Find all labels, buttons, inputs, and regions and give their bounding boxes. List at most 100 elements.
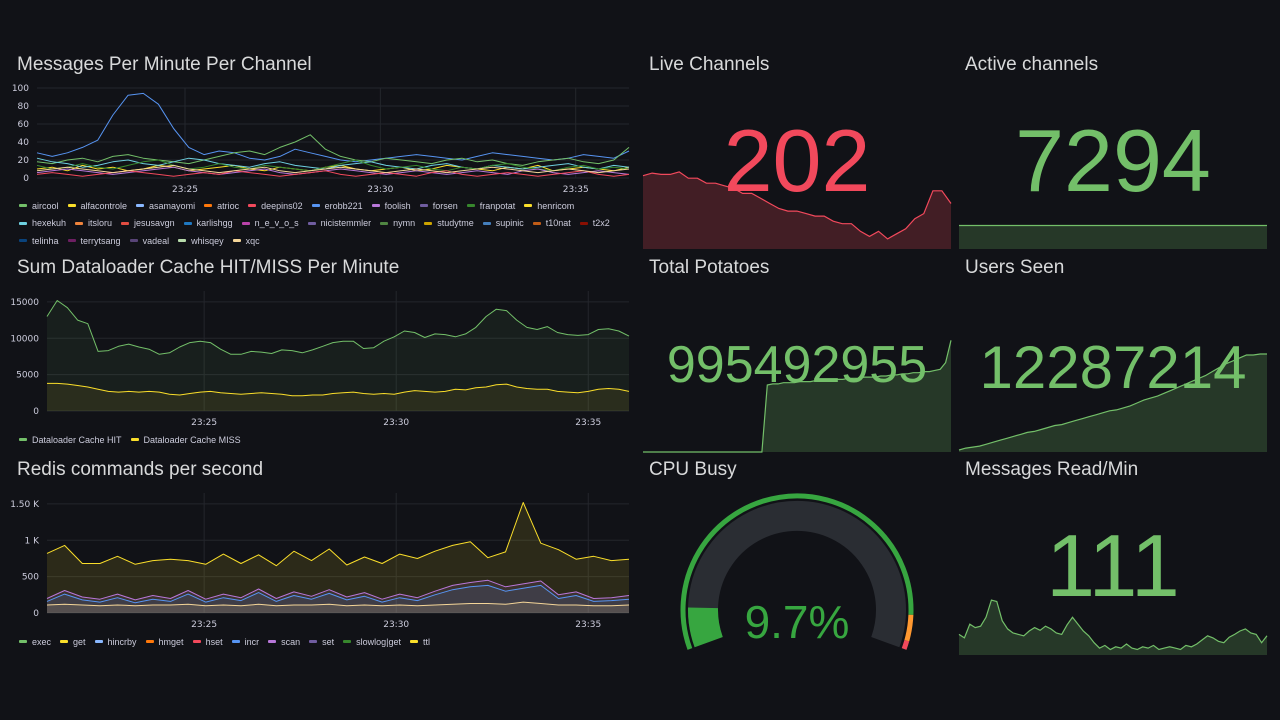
panel-title[interactable]: Sum Dataloader Cache HIT/MISS Per Minute	[17, 257, 400, 278]
sparkline-line	[958, 353, 1267, 451]
panel-title[interactable]: Messages Per Minute Per Channel	[17, 54, 312, 75]
active-channels-value: 7294	[1015, 111, 1211, 210]
legend-label: ttl	[423, 636, 431, 647]
live-channels-value: 202	[723, 111, 871, 210]
series-line-dataloader-cache-miss	[47, 382, 630, 397]
legend-item[interactable]: hexekuh	[19, 215, 66, 231]
legend-item[interactable]: deepins02	[248, 198, 303, 214]
legend-label: Dataloader Cache MISS	[143, 434, 241, 445]
legend-label: hmget	[158, 636, 184, 647]
legend-item[interactable]: t2x2	[579, 215, 610, 231]
legend-item[interactable]: karlishgg	[183, 215, 233, 231]
legend-swatch	[410, 640, 418, 643]
legend-label: incr	[244, 636, 260, 647]
legend-swatch	[309, 640, 318, 643]
legend-item[interactable]: hincrby	[94, 634, 137, 650]
legend-item[interactable]: t10nat	[532, 215, 571, 231]
legend-swatch	[268, 640, 277, 643]
legend-swatch	[532, 221, 541, 225]
cpu-busy-gauge	[680, 493, 914, 650]
legend-item[interactable]: atrioc	[204, 198, 239, 214]
legend-label: foolish	[384, 200, 411, 211]
legend-label: slowlog|get	[356, 636, 401, 647]
legend-item[interactable]: forsen	[419, 198, 458, 214]
legend-item[interactable]: whisqey	[178, 233, 224, 249]
legend-item[interactable]: exec	[19, 634, 51, 650]
legend-label: hset	[205, 636, 223, 647]
legend-item[interactable]: franpotat	[466, 198, 515, 214]
legend-item[interactable]: vadeal	[129, 233, 169, 249]
legend-item[interactable]: studytme	[424, 215, 474, 231]
legend-swatch	[231, 640, 240, 643]
panel-title[interactable]: Total Potatoes	[649, 257, 770, 278]
legend-item[interactable]: Dataloader Cache HIT	[19, 432, 122, 448]
panel-title[interactable]: Live Channels	[649, 54, 770, 75]
active-channels-panel: Active channels 7294	[959, 54, 1267, 249]
y-tick-label: 10000	[10, 334, 39, 344]
x-tick-label: 23:25	[191, 620, 217, 630]
legend-label: jesusavgn	[134, 218, 175, 228]
messages-per-minute-chart[interactable]: 0 20 40 60 80 100 23:25 23:30 23:35	[12, 84, 630, 228]
dataloader-cache-chart[interactable]: 0 5000 10000 15000 23:25 23:30 23:35	[10, 291, 630, 431]
legend-item[interactable]: henricom	[524, 198, 574, 214]
legend-item[interactable]: incr	[231, 634, 260, 650]
legend-item[interactable]: aircool	[19, 198, 59, 214]
legend-item[interactable]: get	[60, 634, 86, 650]
legend-label: scan	[281, 636, 301, 647]
legend-swatch	[178, 239, 187, 242]
series-line-xqc	[36, 164, 630, 174]
y-tick-label: 5000	[16, 371, 39, 381]
legend-item[interactable]: hset	[192, 634, 223, 650]
redis-commands-chart[interactable]: 0 500 1 K 1.50 K 23:25 23:30 23:35	[10, 493, 630, 633]
legend-item[interactable]: nicistemmler	[307, 215, 371, 231]
legend-item[interactable]: n_e_v_o_s	[241, 215, 299, 231]
gauge-threshold-red	[901, 640, 910, 650]
panel-title[interactable]: Active channels	[965, 54, 1099, 75]
y-tick-label: 40	[18, 138, 30, 148]
legend-swatch	[248, 204, 257, 207]
legend-item[interactable]: alfacontrole	[67, 198, 127, 214]
gauge-track	[688, 500, 906, 648]
legend-swatch	[145, 640, 154, 643]
cpu-busy-value: 9.7%	[744, 596, 850, 648]
x-tick-label: 23:30	[383, 418, 409, 428]
legend-label: xqc	[245, 235, 260, 246]
legend-swatch	[466, 204, 475, 207]
legend-item[interactable]: scan	[268, 634, 300, 650]
legend-swatch	[136, 204, 145, 207]
legend-swatch	[307, 221, 316, 225]
legend-swatch	[192, 640, 201, 643]
legend-swatch	[204, 204, 213, 207]
legend-item[interactable]: jesusavgn	[121, 215, 175, 231]
legend-label: t10nat	[545, 218, 571, 228]
legend-item[interactable]: nymn	[380, 215, 415, 231]
legend-item[interactable]: asamayomi	[136, 198, 195, 214]
legend-item[interactable]: terrytsang	[67, 233, 121, 249]
series-line-get	[46, 502, 630, 567]
chart-legend: aircool alfacontrole asamayomi atrioc deepin…	[19, 196, 629, 249]
legend-item[interactable]: hmget	[145, 634, 184, 650]
legend-item[interactable]: slowlog|get	[343, 634, 401, 650]
legend-item[interactable]: foolish	[371, 198, 411, 214]
x-tick-label: 23:35	[575, 620, 601, 630]
legend-swatch	[67, 204, 76, 207]
legend-item[interactable]: itsloru	[75, 215, 112, 231]
series-line-incr	[46, 584, 630, 604]
panel-title[interactable]: Messages Read/Min	[965, 459, 1139, 480]
legend-label: terrytsang	[80, 235, 121, 246]
legend-item[interactable]: set	[309, 634, 334, 650]
legend-swatch	[129, 239, 138, 242]
legend-item[interactable]: Dataloader Cache MISS	[130, 432, 241, 448]
panel-title[interactable]: CPU Busy	[649, 459, 737, 480]
legend-item[interactable]: supinic	[482, 215, 524, 231]
legend-item[interactable]: erobb221	[311, 198, 363, 214]
gauge-value-fill	[688, 607, 723, 648]
legend-item[interactable]: xqc	[232, 233, 260, 249]
legend-item[interactable]: ttl	[410, 634, 430, 650]
legend-swatch	[94, 640, 103, 643]
panel-title[interactable]: Redis commands per second	[17, 459, 264, 480]
sparkline-area	[643, 340, 951, 452]
legend-item[interactable]: telinha	[19, 233, 59, 249]
panel-title[interactable]: Users Seen	[965, 257, 1065, 278]
series-line-ttl	[46, 601, 630, 607]
